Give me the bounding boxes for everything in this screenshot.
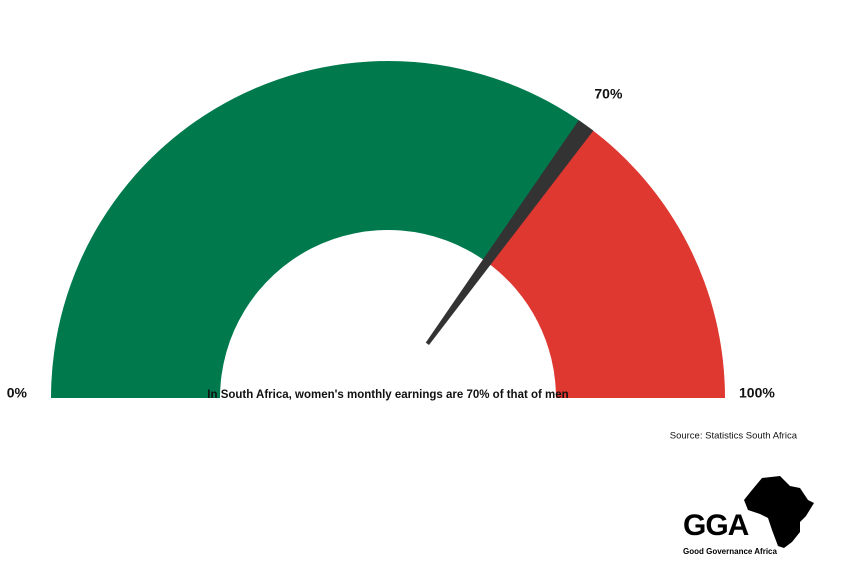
annotation: In South Africa, women's monthly earning… xyxy=(207,389,568,401)
filled-arc xyxy=(51,61,587,398)
logo-text: GGA xyxy=(683,509,749,542)
africa-shape xyxy=(744,476,814,548)
source: Source: Statistics South Africa xyxy=(670,431,798,442)
logo-caption: Good Governance Africa xyxy=(683,547,778,556)
value-label: 70% xyxy=(594,85,623,101)
tick-label: 100% xyxy=(739,385,775,401)
tick-label: 0% xyxy=(7,385,28,401)
needle xyxy=(425,120,594,345)
remaining-arc xyxy=(486,125,725,399)
gauge xyxy=(51,61,725,399)
logo: GGA Good Governance Africa xyxy=(683,476,814,556)
